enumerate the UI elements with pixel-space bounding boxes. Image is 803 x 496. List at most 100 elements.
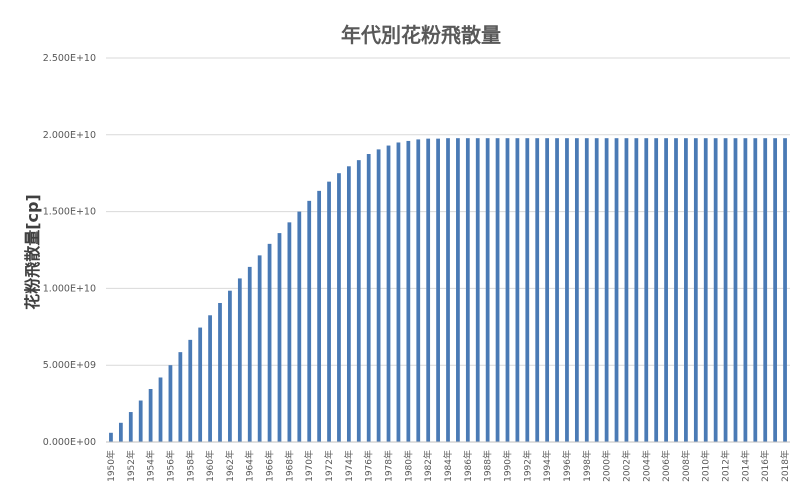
bar bbox=[574, 138, 579, 442]
x-tick-label: 2000年 bbox=[601, 450, 613, 482]
bar bbox=[555, 138, 559, 442]
bar bbox=[644, 138, 649, 442]
bar bbox=[158, 377, 163, 442]
bar bbox=[337, 173, 341, 442]
x-tick-label: 1970年 bbox=[303, 450, 315, 482]
bar bbox=[733, 138, 738, 442]
bar bbox=[396, 142, 401, 443]
y-tick-label: 1.500E+10 bbox=[43, 207, 96, 218]
bar bbox=[188, 339, 193, 442]
bar bbox=[465, 138, 470, 442]
x-tick-label: 1982年 bbox=[422, 450, 434, 482]
bar bbox=[247, 266, 252, 442]
bar bbox=[208, 315, 212, 442]
bar bbox=[128, 412, 133, 442]
bar bbox=[674, 138, 678, 442]
x-tick-label: 1964年 bbox=[244, 450, 256, 482]
bar bbox=[287, 222, 292, 442]
bar bbox=[356, 160, 361, 443]
bar bbox=[297, 211, 302, 442]
bar bbox=[118, 422, 123, 442]
y-tick-label: 1.000E+10 bbox=[43, 283, 96, 294]
chart-title: 年代別花粉飛散量 bbox=[341, 23, 501, 47]
x-tick-label: 1978年 bbox=[383, 450, 395, 482]
x-tick-label: 1968年 bbox=[283, 450, 295, 482]
bar bbox=[535, 138, 540, 442]
bar bbox=[307, 200, 312, 442]
x-tick-label: 2008年 bbox=[680, 450, 692, 482]
x-tick-label: 1998年 bbox=[581, 450, 593, 482]
x-tick-label: 1984年 bbox=[442, 450, 454, 482]
x-tick-label: 1966年 bbox=[264, 450, 276, 482]
bar bbox=[753, 138, 758, 442]
bar bbox=[505, 138, 510, 442]
bar bbox=[237, 278, 242, 442]
bar bbox=[406, 140, 411, 442]
bar bbox=[178, 352, 183, 442]
bar bbox=[346, 166, 351, 442]
x-tick-label: 1986年 bbox=[462, 450, 474, 482]
x-tick-label: 1992年 bbox=[521, 450, 533, 482]
x-tick-label: 1954年 bbox=[145, 450, 157, 482]
bar bbox=[624, 138, 629, 442]
bar bbox=[565, 138, 569, 442]
x-tick-label: 2014年 bbox=[739, 450, 751, 482]
x-tick-label: 1956年 bbox=[164, 450, 176, 482]
bar bbox=[386, 145, 391, 442]
bar bbox=[277, 233, 282, 442]
bar bbox=[703, 138, 708, 442]
bar bbox=[614, 138, 619, 442]
bar bbox=[376, 149, 381, 442]
bar-series bbox=[109, 138, 787, 443]
y-tick-label: 2.000E+10 bbox=[43, 130, 96, 141]
bar bbox=[515, 138, 520, 442]
bar bbox=[594, 138, 599, 442]
bar bbox=[684, 138, 688, 442]
bar bbox=[138, 400, 143, 442]
x-tick-label: 1950年 bbox=[105, 450, 117, 482]
bar bbox=[634, 138, 639, 442]
bar bbox=[218, 302, 222, 442]
x-tick-label: 1980年 bbox=[402, 450, 414, 482]
bar bbox=[446, 138, 450, 442]
bar bbox=[366, 154, 371, 442]
x-tick-label: 1988年 bbox=[482, 450, 494, 482]
x-tick-label: 1960年 bbox=[204, 450, 216, 482]
bar bbox=[456, 138, 460, 442]
bar bbox=[495, 138, 500, 442]
x-tick-label: 2018年 bbox=[779, 450, 791, 482]
bar bbox=[168, 365, 173, 442]
bar bbox=[475, 138, 480, 442]
bar bbox=[436, 138, 440, 442]
bar bbox=[545, 138, 550, 442]
bar bbox=[604, 138, 609, 442]
bar bbox=[654, 138, 659, 442]
bar bbox=[416, 139, 421, 442]
bar bbox=[148, 389, 153, 442]
bar bbox=[783, 138, 787, 442]
bar bbox=[317, 190, 322, 442]
x-tick-label: 1990年 bbox=[501, 450, 513, 482]
x-axis-ticks: 1950年 1952年 1954年 1956年 1958年 1960年 1962年 1964年… bbox=[105, 450, 791, 482]
x-tick-label: 2016年 bbox=[759, 450, 771, 482]
bar bbox=[525, 138, 530, 442]
x-tick-label: 1972年 bbox=[323, 450, 335, 482]
x-tick-label: 1958年 bbox=[184, 450, 196, 482]
bar bbox=[257, 255, 262, 442]
y-axis-label: 花粉飛散量[cp] bbox=[23, 194, 42, 310]
bar bbox=[485, 138, 490, 442]
bar bbox=[267, 243, 272, 442]
bar bbox=[426, 138, 431, 442]
y-tick-label: 2.500E+10 bbox=[43, 53, 96, 64]
x-tick-label: 1952年 bbox=[125, 450, 137, 482]
bar bbox=[228, 290, 232, 442]
bar bbox=[763, 138, 768, 442]
x-tick-label: 1962年 bbox=[224, 450, 236, 482]
bar bbox=[713, 138, 718, 442]
bar bbox=[664, 138, 668, 442]
bar bbox=[584, 138, 589, 442]
x-tick-label: 1974年 bbox=[343, 450, 355, 482]
x-tick-label: 1994年 bbox=[541, 450, 553, 482]
x-tick-label: 1976年 bbox=[363, 450, 375, 482]
